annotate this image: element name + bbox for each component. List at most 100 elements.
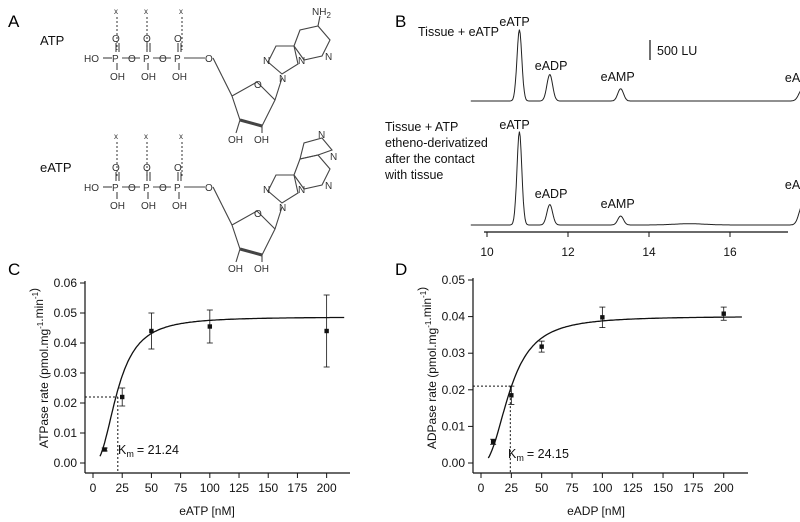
- c-y-tick-label-1: 0.01: [54, 426, 78, 440]
- trace-bottom-label-line-3: after the contact: [385, 152, 475, 166]
- c-data-point-1: [120, 394, 125, 400]
- c-x-tick-label-50: 50: [145, 481, 159, 495]
- adpase-plot: 0 25 50 75 100 125 150 175 200 0.00 0.01 0.02 0.03 0.…: [442, 273, 748, 495]
- d-fit-curve: [487, 316, 742, 459]
- atp-oh3: OH: [172, 72, 187, 83]
- c-y-tick-label-6: 0.06: [54, 276, 78, 290]
- d-x-tick-label-0: 0: [478, 481, 485, 495]
- atp-split-mark-2: x: [144, 7, 148, 16]
- d-data-point-0: [490, 439, 496, 444]
- eatp-p3: P: [174, 183, 181, 194]
- eatp-ho: HO: [84, 183, 99, 194]
- eatp-n3: N: [325, 181, 332, 192]
- panel-letter-c: C: [8, 260, 20, 279]
- peak-label-top-eadp: eADP: [535, 59, 568, 73]
- c-x-tick-label-125: 125: [229, 481, 249, 495]
- eatp-atoms: HO P P P O O O O O O OH OH OH OH OH O N …: [84, 130, 337, 275]
- atp-oh5: OH: [254, 135, 269, 146]
- peak-label-bottom-eatp: eATP: [499, 118, 529, 132]
- d-data-point-3: [600, 315, 605, 320]
- atp-oh4: OH: [228, 135, 243, 146]
- d-x-tick-label-200: 200: [714, 481, 734, 495]
- atp-nh2: NH2: [312, 7, 331, 20]
- d-x-tick-label-175: 175: [683, 481, 703, 495]
- eatp-p2: P: [143, 183, 150, 194]
- atp-atoms: HO P P P O O O O O O OH OH OH OH OH O N …: [84, 7, 332, 146]
- chromatogram-trace-top: [470, 29, 800, 102]
- d-data-point-4: [721, 311, 726, 316]
- eatp-oh4: OH: [228, 264, 243, 275]
- atp-split-mark-1: x: [114, 7, 118, 16]
- c-x-tick-label-100: 100: [200, 481, 220, 495]
- d-y-tick-label-4: 0.04: [442, 310, 466, 324]
- eatp-split-mark-2: x: [144, 132, 148, 141]
- trace-bottom-label-line-4: with tissue: [384, 168, 443, 182]
- eatp-oh5: OH: [254, 264, 269, 275]
- atp-o3: O: [174, 34, 182, 45]
- eatp-n5: N: [330, 152, 337, 163]
- eatp-o2: O: [143, 163, 151, 174]
- panel-a: A ATP eATP: [8, 7, 337, 275]
- eatp-n6: N: [318, 130, 325, 141]
- atp-p2: P: [143, 54, 150, 65]
- d-y-tick-label-1: 0.01: [442, 419, 466, 433]
- eatp-n1: N: [279, 203, 286, 214]
- peak-label-top-eamp: eAMP: [601, 70, 635, 84]
- peak-label-bottom-eadp: eADP: [535, 187, 568, 201]
- c-x-tick-label-75: 75: [174, 481, 188, 495]
- c-y-tick-label-0: 0.00: [54, 456, 78, 470]
- atp-o4: O: [128, 54, 136, 65]
- c-y-axis-title: ATPase rate (pmol.mg-1.min-1): [27, 288, 51, 448]
- panel-letter-b: B: [395, 12, 406, 31]
- atp-ring-o: O: [254, 80, 262, 91]
- peak-label-top-eado: eADO: [785, 71, 800, 85]
- c-y-tick-label-5: 0.05: [54, 306, 78, 320]
- c-y-tick-label-3: 0.03: [54, 366, 78, 380]
- eatp-structure: [103, 137, 333, 263]
- trace-bottom-label-line-2: etheno-derivatized: [385, 136, 488, 150]
- atp-p3: P: [174, 54, 181, 65]
- eatp-split-mark-3: x: [179, 132, 183, 141]
- atp-label: ATP: [40, 33, 64, 48]
- peak-label-top-eatp: eATP: [499, 15, 529, 29]
- d-y-tick-label-3: 0.03: [442, 346, 466, 360]
- d-x-tick-label-50: 50: [535, 481, 549, 495]
- c-y-tick-label-2: 0.02: [54, 396, 78, 410]
- eatp-o4: O: [128, 183, 136, 194]
- eatp-ring-o: O: [254, 209, 262, 220]
- peak-label-bottom-eamp: eAMP: [601, 197, 635, 211]
- b-x-tick-label-14: 14: [642, 245, 656, 259]
- eatp-oh3: OH: [172, 201, 187, 212]
- atp-o5: O: [159, 54, 167, 65]
- d-data-point-2: [539, 344, 544, 349]
- eatp-o1: O: [112, 163, 120, 174]
- atp-o6: O: [205, 54, 213, 65]
- atp-ho: HO: [84, 54, 99, 65]
- d-x-tick-label-75: 75: [565, 481, 579, 495]
- trace-top-label: Tissue + eATP: [418, 25, 499, 39]
- atp-o2: O: [143, 34, 151, 45]
- d-y-axis-title: ADPase rate (pmol.mg-1.min-1): [415, 287, 439, 449]
- atp-p1: P: [112, 54, 119, 65]
- atpase-plot: 0 25 50 75 100 125 150 175 200 0.00 0.01 0.02 0.03 0.…: [54, 276, 350, 495]
- c-x-tick-label-150: 150: [258, 481, 278, 495]
- d-km-annotation: Km = 24.15: [508, 447, 569, 463]
- eatp-o5: O: [159, 183, 167, 194]
- eatp-oh1: OH: [110, 201, 125, 212]
- b-x-tick-label-16: 16: [723, 245, 737, 259]
- panel-letter-a: A: [8, 12, 20, 31]
- c-km-annotation: Km = 21.24: [118, 443, 179, 459]
- atp-n3: N: [325, 52, 332, 63]
- atp-oh2: OH: [141, 72, 156, 83]
- d-x-axis-title: eADP [nM]: [567, 504, 625, 518]
- b-x-tick-label-12: 12: [561, 245, 575, 259]
- panel-b: B Tissue + eATP 500 LU Tissue + ATP ethe…: [384, 12, 800, 259]
- c-x-tick-label-175: 175: [287, 481, 307, 495]
- trace-bottom-label-line-1: Tissue + ATP: [385, 120, 458, 134]
- c-fit-curve: [99, 316, 345, 457]
- eatp-o3: O: [174, 163, 182, 174]
- eatp-oh2: OH: [141, 201, 156, 212]
- c-data-point-4: [324, 328, 329, 334]
- peak-labels: eATP eADP eAMP eADO eATP eADP eAMP eADO: [499, 15, 800, 211]
